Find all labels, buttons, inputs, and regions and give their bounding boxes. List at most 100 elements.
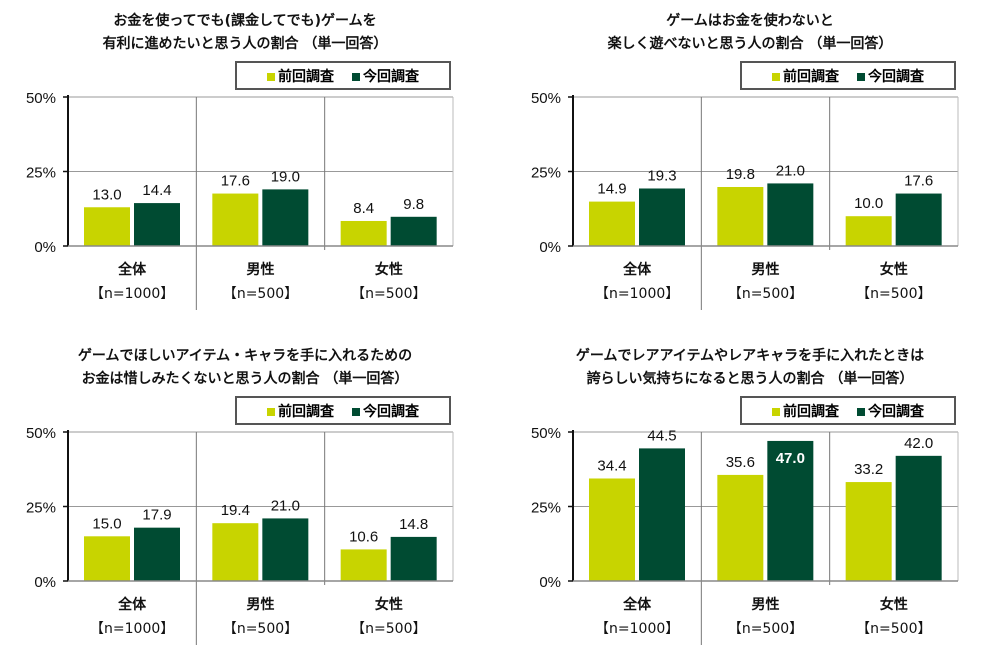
legend-item-prev: 前回調査 (267, 401, 334, 421)
legend-label-prev: 前回調査 (783, 68, 839, 85)
sample-size-label: 【n=500】 (223, 286, 298, 302)
bar-curr (390, 536, 437, 581)
data-label: 47.0 (776, 450, 805, 467)
legend-item-prev: 前回調査 (267, 66, 334, 86)
legend: 前回調査 今回調査 (740, 61, 956, 90)
chart-title: ゲームでレアアイテムやレアキャラを手に入れたときは 誇らしい気持ちになると思う人の… (505, 345, 984, 391)
legend-label-prev: 前回調査 (278, 68, 334, 85)
chart-title: ゲームでほしいアイテム・キャラを手に入れるための お金は惜しみたくないと思う人の割… (0, 345, 490, 391)
plot: 34.4 35.6 33.2 44.5 47.0 42.0 0% 25% 50% 全体【n=100… (531, 425, 959, 645)
legend-item-curr: 今回調査 (857, 401, 924, 421)
legend: 前回調査 今回調査 (740, 396, 956, 425)
data-label: 10.6 (349, 528, 378, 545)
sample-size-label: 【n=1000】 (595, 621, 679, 637)
sample-size-label: 【n=500】 (728, 621, 803, 637)
data-label: 34.4 (597, 457, 626, 474)
sample-size-label: 【n=1000】 (90, 621, 174, 637)
y-tick-label: 0% (539, 574, 561, 591)
chart-title-line: お金を使ってでも(課金してでも)ゲームを (113, 13, 377, 29)
data-label: 9.8 (403, 196, 424, 213)
plot: 13.0 17.6 8.4 14.4 19.0 9.8 0% 25% 50% 全体【n=1000】… (26, 90, 454, 310)
legend-swatch-curr (857, 407, 865, 416)
legend-swatch-prev (772, 72, 780, 81)
legend-label-curr: 今回調査 (363, 403, 419, 420)
bar-curr (262, 189, 309, 246)
bar-chart-3: ゲームでほしいアイテム・キャラを手に入れるための お金は惜しみたくないと思う人の割… (0, 335, 490, 660)
chart-title: ゲームはお金を使わないと 楽しく遊べないと思う人の割合 （単一回答） (505, 10, 984, 56)
bar-prev (84, 207, 130, 246)
sample-size-label: 【n=500】 (351, 286, 426, 302)
chart-title: お金を使ってでも(課金してでも)ゲームを 有利に進めたいと思う人の割合 （単一回答… (0, 10, 490, 56)
sample-size-label: 【n=500】 (728, 286, 803, 302)
legend-swatch-prev (772, 407, 780, 416)
category-label: 女性 (880, 261, 908, 278)
category-label: 女性 (880, 596, 908, 613)
bar-curr (639, 188, 685, 246)
legend: 前回調査 今回調査 (235, 61, 451, 90)
y-tick-label: 50% (26, 90, 56, 107)
bar-prev (84, 536, 130, 581)
category-label: 男性 (752, 596, 780, 613)
data-label: 17.6 (221, 173, 250, 190)
category-label: 男性 (247, 261, 275, 278)
data-label: 33.2 (854, 461, 883, 478)
chart-title-line: 有利に進めたいと思う人の割合 （単一回答） (102, 36, 388, 52)
sample-size-label: 【n=500】 (351, 621, 426, 637)
bar-curr (262, 518, 309, 581)
y-tick-label: 25% (26, 165, 56, 182)
data-label: 13.0 (92, 186, 121, 203)
category-label: 全体 (622, 596, 652, 613)
data-label: 19.0 (271, 168, 300, 185)
legend-swatch-prev (267, 72, 275, 81)
y-tick-label: 25% (531, 165, 561, 182)
bar-prev (212, 523, 259, 581)
bar-prev (212, 193, 259, 246)
legend-label-prev: 前回調査 (783, 403, 839, 420)
bar-curr (639, 448, 685, 581)
legend-item-curr: 今回調査 (352, 401, 419, 421)
legend-item-prev: 前回調査 (772, 66, 839, 86)
bar-prev (589, 478, 635, 581)
bar-curr (390, 216, 437, 246)
data-label: 35.6 (726, 454, 755, 471)
data-label: 44.5 (647, 427, 676, 444)
chart-title-line: ゲームでほしいアイテム・キャラを手に入れるための (77, 348, 413, 364)
data-label: 14.4 (142, 182, 171, 199)
data-label: 19.3 (647, 167, 676, 184)
sample-size-label: 【n=1000】 (90, 286, 174, 302)
bar-curr (134, 203, 180, 246)
bar-prev (717, 186, 764, 246)
legend-swatch-curr (857, 72, 865, 81)
data-label: 14.9 (597, 181, 626, 198)
bar-prev (845, 482, 892, 581)
bar-curr (895, 193, 942, 246)
category-label: 女性 (375, 596, 403, 613)
bar-prev (845, 216, 892, 246)
chart-title-line: ゲームでレアアイテムやレアキャラを手に入れたときは (575, 348, 925, 364)
y-tick-label: 0% (539, 239, 561, 256)
legend-item-curr: 今回調査 (857, 66, 924, 86)
category-label: 男性 (247, 596, 275, 613)
data-label: 21.0 (776, 162, 805, 179)
y-tick-label: 0% (34, 574, 56, 591)
bar-curr (767, 183, 814, 246)
bar-curr (134, 527, 180, 581)
data-label: 21.0 (271, 497, 300, 514)
data-label: 17.6 (904, 173, 933, 190)
legend-label-curr: 今回調査 (363, 68, 419, 85)
chart-title-line: 楽しく遊べないと思う人の割合 （単一回答） (607, 36, 893, 52)
sample-size-label: 【n=500】 (856, 286, 931, 302)
y-tick-label: 50% (26, 425, 56, 442)
bar-prev (340, 220, 387, 246)
category-label: 全体 (117, 261, 147, 278)
data-label: 19.4 (221, 502, 250, 519)
sample-size-label: 【n=1000】 (595, 286, 679, 302)
legend: 前回調査 今回調査 (235, 396, 451, 425)
data-label: 42.0 (904, 435, 933, 452)
chart-title-line: 誇らしい気持ちになると思う人の割合 （単一回答） (586, 371, 914, 387)
category-label: 全体 (622, 261, 652, 278)
data-label: 17.9 (142, 507, 171, 524)
category-label: 男性 (752, 261, 780, 278)
data-label: 8.4 (353, 200, 374, 217)
bar-curr (895, 455, 942, 581)
